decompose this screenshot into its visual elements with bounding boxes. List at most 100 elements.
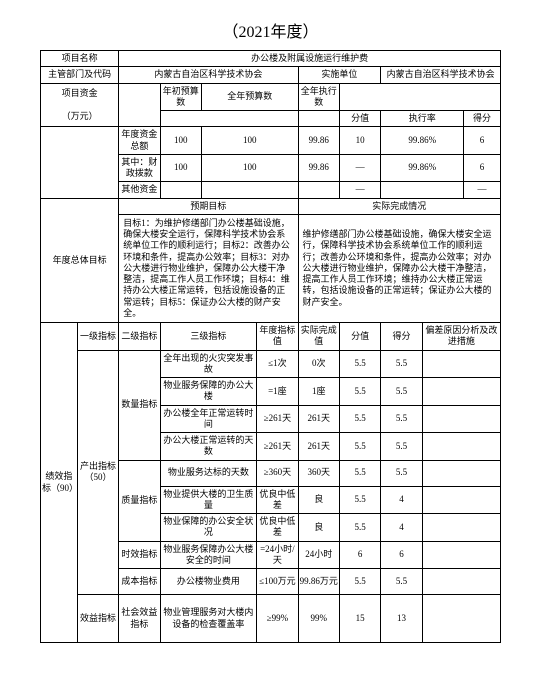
cell: 5.5	[339, 350, 380, 378]
col: 得分	[464, 111, 501, 127]
cell: 全年出现的火灾突发事故	[160, 350, 257, 378]
cell: ≥261天	[257, 433, 298, 461]
cell	[422, 514, 500, 542]
label: 预期目标	[119, 198, 298, 214]
cell: ≥261天	[257, 405, 298, 433]
cell: ≤100万元	[257, 569, 298, 595]
col: 年度指标值	[257, 323, 298, 351]
cell: 5.5	[381, 433, 422, 461]
cell: ≤1次	[257, 350, 298, 378]
time-label: 时效指标	[119, 541, 160, 569]
cell	[422, 541, 500, 569]
label: 项目名称	[41, 51, 119, 67]
qual-label: 质量指标	[119, 460, 160, 541]
actual-goal: 维护修缮部门办公楼基础设施，确保大楼安全运行，保障科学技术协会系统单位工作的顺利…	[298, 214, 500, 322]
col: 分值	[339, 323, 380, 351]
page-title: （2021年度）	[40, 18, 501, 42]
cell: 5.5	[339, 378, 380, 406]
col: 执行率	[381, 111, 464, 127]
col: 年初预算数	[160, 83, 201, 111]
cell: 100	[201, 154, 298, 182]
col: 实际完成值	[298, 323, 339, 351]
fund-label: 项目资金（万元）	[41, 83, 119, 127]
label: 实际完成情况	[298, 198, 500, 214]
label: 实施单位	[298, 67, 381, 83]
cell: 4	[381, 486, 422, 514]
cell: 5.5	[339, 405, 380, 433]
cell: 99.86	[298, 127, 339, 155]
cell: 100	[160, 154, 201, 182]
cell: 100	[160, 127, 201, 155]
main-table: 项目名称 办公楼及附属设施运行维护费 主管部门及代码 内蒙古自治区科学技术协会 …	[40, 50, 501, 643]
social-label: 社会效益指标	[119, 595, 160, 643]
cell	[298, 182, 339, 198]
cell: 5.5	[381, 350, 422, 378]
cell: 良	[298, 514, 339, 542]
cell: 0次	[298, 350, 339, 378]
dept: 内蒙古自治区科学技术协会	[119, 67, 298, 83]
cell: 5.5	[381, 405, 422, 433]
cell	[160, 111, 298, 127]
cell: 5.5	[381, 378, 422, 406]
cell: 261天	[298, 433, 339, 461]
col: 一级指标	[77, 323, 118, 351]
cell: ≥99%	[257, 595, 298, 643]
label: 主管部门及代码	[41, 67, 119, 83]
cell: =24小时/天	[257, 541, 298, 569]
cell: =1座	[257, 378, 298, 406]
cell: 100	[201, 127, 298, 155]
cell	[422, 595, 500, 643]
cell: 6	[381, 541, 422, 569]
cell: 5.5	[339, 433, 380, 461]
qty-label: 数量指标	[119, 350, 160, 460]
cell: 5.5	[381, 460, 422, 486]
cell: —	[339, 154, 380, 182]
cell: 24小时	[298, 541, 339, 569]
cell	[422, 378, 500, 406]
cell: 良	[298, 486, 339, 514]
cell: 99.86万元	[298, 569, 339, 595]
col: 分值	[339, 111, 380, 127]
row-name: 其中：财政拨款	[119, 154, 160, 182]
cell	[422, 569, 500, 595]
cell: 物业服务保障办公大楼安全的时间	[160, 541, 257, 569]
expected-goal: 目标1：为维护修缮部门办公楼基础设施，确保大楼安全运行，保障科学技术协会系统单位…	[119, 214, 298, 322]
col: 全年执行数	[298, 83, 339, 111]
cell: 1座	[298, 378, 339, 406]
cell: 10	[339, 127, 380, 155]
cell: 物业服务达标的天数	[160, 460, 257, 486]
cell: —	[339, 182, 380, 198]
cell	[119, 83, 160, 127]
cell: 261天	[298, 405, 339, 433]
cell: 99.86	[298, 154, 339, 182]
goal-label: 年度总体目标	[41, 198, 119, 323]
cell: 99.86%	[381, 127, 464, 155]
benefit-label: 效益指标	[77, 595, 118, 643]
main-indic-label: 绩效指标（90）	[41, 323, 78, 643]
impl-unit: 内蒙古自治区科学技术协会	[381, 67, 501, 83]
cell	[339, 83, 500, 111]
cell	[160, 182, 201, 198]
cell: 物业提供大楼的卫生质量	[160, 486, 257, 514]
cell: 15	[339, 595, 380, 643]
cell: 6	[464, 154, 501, 182]
cell	[422, 460, 500, 486]
cell: 优良中低差	[257, 514, 298, 542]
project-name: 办公楼及附属设施运行维护费	[119, 51, 501, 67]
col: 偏差原因分析及改进措施	[422, 323, 500, 351]
cell: —	[464, 182, 501, 198]
row-name: 年度资金总额	[119, 127, 160, 155]
cell: ≥360天	[257, 460, 298, 486]
cell	[422, 486, 500, 514]
cell: 优良中低差	[257, 486, 298, 514]
cell: 5.5	[339, 514, 380, 542]
cell: 5.5	[339, 486, 380, 514]
cell: 办公楼物业费用	[160, 569, 257, 595]
cell	[381, 182, 464, 198]
cost-label: 成本指标	[119, 569, 160, 595]
cell: 360天	[298, 460, 339, 486]
cell: 物业管理服务对大楼内设备的检查覆盖率	[160, 595, 257, 643]
cell: 物业服务保障的办公大楼	[160, 378, 257, 406]
col: 得分	[381, 323, 422, 351]
cell: 5.5	[381, 569, 422, 595]
